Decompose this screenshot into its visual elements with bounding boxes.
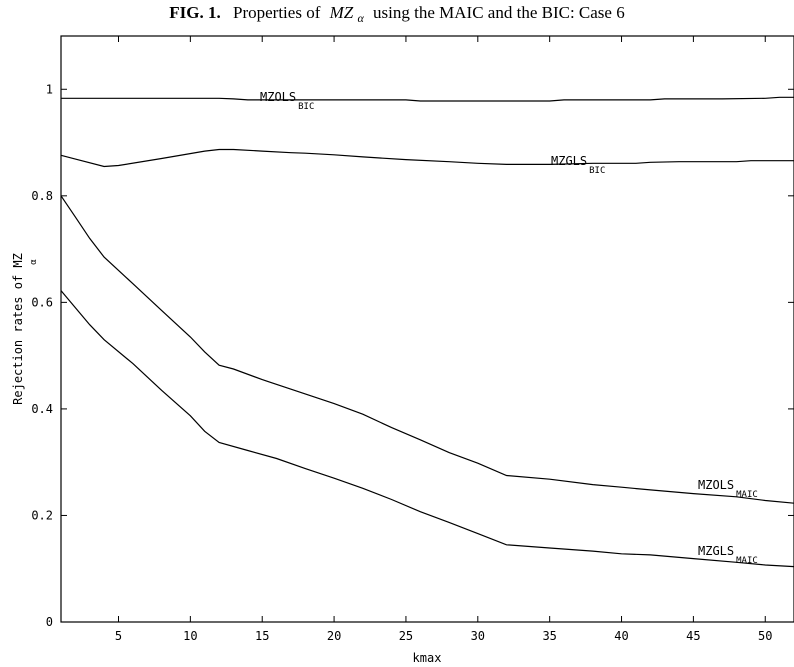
y-axis-label-sub: α bbox=[29, 259, 39, 265]
x-tick-label: 40 bbox=[614, 629, 628, 643]
series-label-mzols-bic: MZOLSBIC bbox=[260, 90, 314, 112]
x-tick-label: 50 bbox=[758, 629, 772, 643]
x-axis-ticks: 5 10 15 20 25 30 35 40 45 50 bbox=[115, 36, 772, 643]
series-line-mzgls-maic bbox=[60, 290, 794, 568]
title-math-main: MZ bbox=[329, 3, 354, 22]
y-tick-label: 0 bbox=[46, 615, 53, 629]
series-label-mzgls-bic: MZGLSBIC bbox=[551, 154, 605, 176]
y-axis-label: Rejection rates of MZ bbox=[11, 253, 25, 405]
y-tick-label: 0.6 bbox=[31, 295, 53, 309]
series-label-mzgls-maic: MZGLSMAIC bbox=[698, 544, 758, 566]
x-tick-label: 5 bbox=[115, 629, 122, 643]
plot-frame bbox=[60, 35, 794, 623]
x-tick-label: 35 bbox=[542, 629, 556, 643]
series-line-mzgls-bic bbox=[60, 148, 794, 168]
chart-title: FIG. 1. Properties of MZ α using the MAI… bbox=[169, 3, 624, 26]
y-axis-ticks: 0 0.2 0.4 0.6 0.8 1 bbox=[31, 82, 794, 629]
x-tick-label: 20 bbox=[327, 629, 341, 643]
x-tick-label: 10 bbox=[183, 629, 197, 643]
y-tick-label: 0.8 bbox=[31, 189, 53, 203]
title-math-sub: α bbox=[357, 11, 364, 25]
x-tick-label: 45 bbox=[686, 629, 700, 643]
y-tick-label: 0.2 bbox=[31, 508, 53, 522]
x-axis-label: kmax bbox=[413, 651, 442, 665]
series-line-mzols-bic bbox=[61, 96, 794, 102]
y-tick-label: 0.4 bbox=[31, 402, 53, 416]
series-label-mzols-maic: MZOLSMAIC bbox=[698, 478, 758, 500]
series-lines bbox=[60, 96, 794, 568]
x-tick-label: 25 bbox=[399, 629, 413, 643]
title-text-before: Properties of bbox=[233, 3, 321, 22]
x-tick-label: 15 bbox=[255, 629, 269, 643]
title-text-after: using the MAIC and the BIC: Case 6 bbox=[373, 3, 625, 22]
figure-number: FIG. 1. bbox=[169, 3, 220, 22]
series-line-mzols-maic bbox=[60, 195, 794, 504]
x-tick-label: 30 bbox=[471, 629, 485, 643]
y-tick-label: 1 bbox=[46, 82, 53, 96]
